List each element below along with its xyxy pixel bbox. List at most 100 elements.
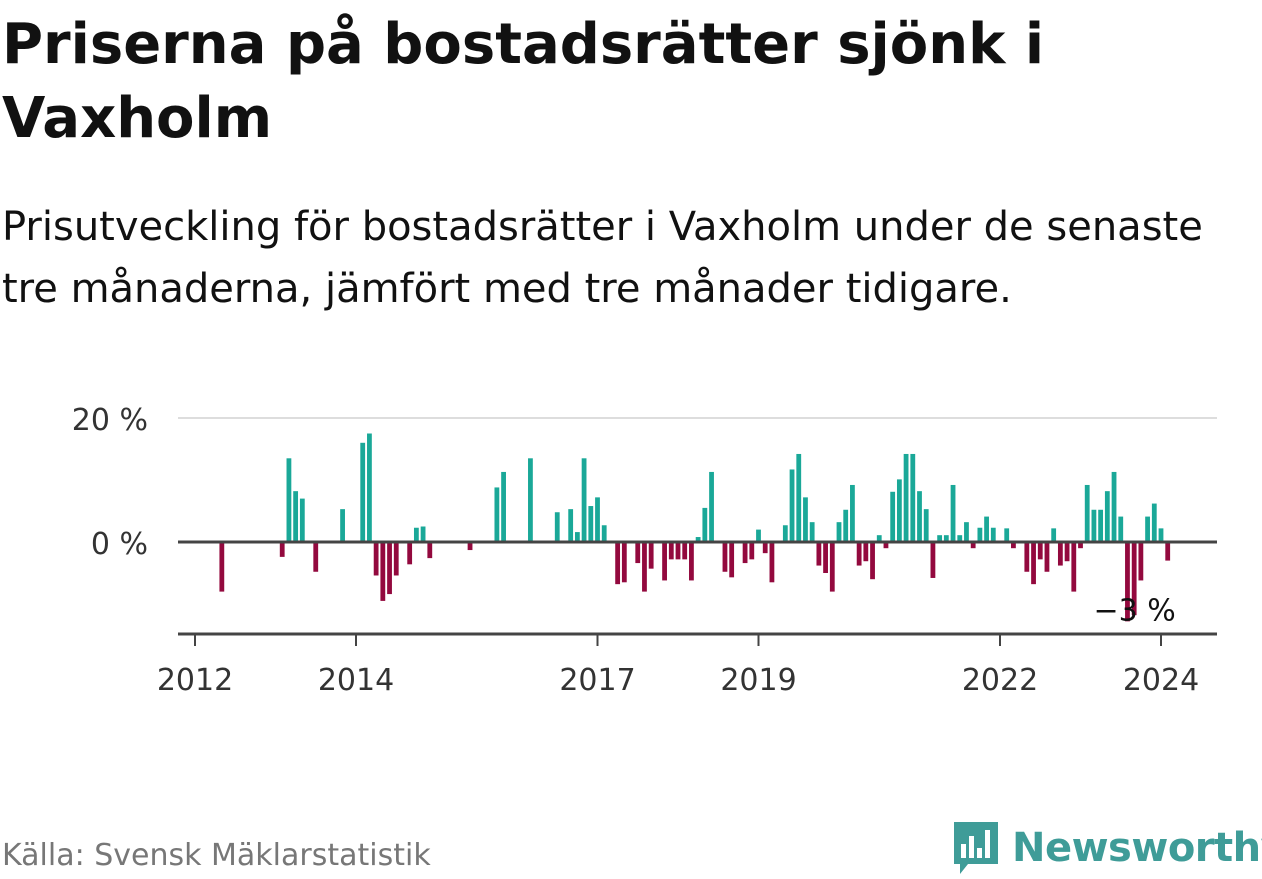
x-tick-label: 2019 — [720, 663, 796, 698]
bar — [1078, 542, 1083, 549]
bar — [1037, 542, 1043, 560]
bar — [420, 526, 426, 542]
bar — [943, 535, 949, 542]
bar — [1091, 509, 1097, 542]
bar — [581, 458, 587, 542]
bar — [340, 509, 345, 542]
bar — [1024, 542, 1030, 572]
bar — [1165, 542, 1171, 561]
bar — [809, 522, 815, 542]
bar — [413, 527, 419, 542]
x-tick-label: 2024 — [1123, 663, 1199, 698]
bar — [501, 471, 506, 542]
bar — [722, 542, 728, 572]
bar — [964, 522, 969, 542]
bar — [595, 497, 600, 542]
x-tick-label: 2014 — [318, 663, 394, 698]
bar — [682, 542, 688, 560]
bar — [930, 542, 936, 578]
bar — [977, 527, 983, 542]
bar — [615, 542, 621, 585]
bar — [1098, 509, 1104, 542]
bar — [829, 542, 835, 592]
bar — [1138, 542, 1144, 581]
bar — [816, 542, 822, 566]
last-value-annotation: −3 % — [1093, 594, 1175, 629]
bar — [729, 542, 735, 578]
axis-labels: 20 % 0 % 2012 2014 2017 2019 2022 2024 −3 % — [72, 403, 1199, 698]
bar — [387, 542, 392, 595]
bar — [299, 498, 305, 542]
bar — [990, 527, 996, 542]
bar — [749, 542, 755, 560]
bar — [876, 535, 882, 542]
bar — [863, 542, 869, 562]
bar — [286, 458, 292, 542]
bar — [588, 506, 594, 542]
bar — [883, 542, 889, 549]
bar — [528, 458, 533, 542]
bar — [1084, 484, 1090, 542]
bar — [407, 542, 413, 565]
bar — [769, 542, 775, 583]
bar — [373, 542, 379, 576]
bar — [219, 542, 225, 592]
bar — [823, 542, 828, 573]
bar — [393, 542, 399, 576]
newsworthy-logo: Newsworthy — [952, 818, 1262, 878]
bar — [360, 442, 366, 542]
bar — [367, 433, 372, 542]
bar — [917, 491, 922, 542]
bar — [923, 509, 929, 542]
bar — [1131, 542, 1137, 616]
x-tick-label: 2012 — [157, 663, 233, 698]
bar — [796, 453, 802, 542]
bar — [695, 537, 701, 542]
bar — [427, 542, 433, 559]
bar — [494, 487, 500, 542]
bar — [1125, 542, 1130, 622]
bar — [621, 542, 627, 583]
bar — [1111, 471, 1117, 542]
bar — [782, 525, 788, 542]
bar — [856, 542, 862, 566]
bar — [568, 509, 574, 542]
bar — [467, 542, 473, 551]
bar — [675, 542, 681, 560]
newsworthy-logo-icon — [954, 822, 998, 874]
bar — [313, 542, 319, 572]
bar — [1051, 528, 1057, 542]
bars — [219, 433, 1171, 622]
bar — [689, 542, 694, 581]
bar — [1158, 528, 1164, 542]
newsworthy-wordmark: Newsworthy — [1012, 825, 1262, 871]
bar — [970, 542, 976, 549]
bar — [984, 516, 989, 542]
bar — [843, 509, 849, 542]
bar — [1151, 503, 1157, 542]
bar — [293, 491, 299, 542]
bar — [903, 453, 909, 542]
bar — [642, 542, 647, 592]
x-tick-label: 2022 — [962, 663, 1038, 698]
bar — [662, 542, 667, 581]
bar — [1031, 542, 1036, 585]
chart-title: Priserna på bostadsrätter sjönk i Vaxhol… — [2, 12, 1045, 151]
x-tick-label: 2017 — [559, 663, 635, 698]
bar — [762, 542, 768, 554]
bar — [910, 453, 916, 542]
bar — [1044, 542, 1050, 572]
bar — [890, 491, 896, 542]
bar — [574, 532, 580, 542]
bar — [709, 471, 714, 542]
bar — [1118, 516, 1124, 542]
bar-chart: 20 % 0 % 2012 2014 2017 2019 2022 2024 −3 % — [72, 403, 1217, 698]
bar — [957, 535, 963, 542]
bar — [850, 484, 855, 542]
bar — [789, 469, 795, 542]
y-tick-label: 0 % — [91, 527, 148, 562]
bar — [1064, 542, 1070, 562]
bar — [742, 542, 748, 564]
bar — [1145, 516, 1150, 542]
bar — [668, 542, 674, 560]
